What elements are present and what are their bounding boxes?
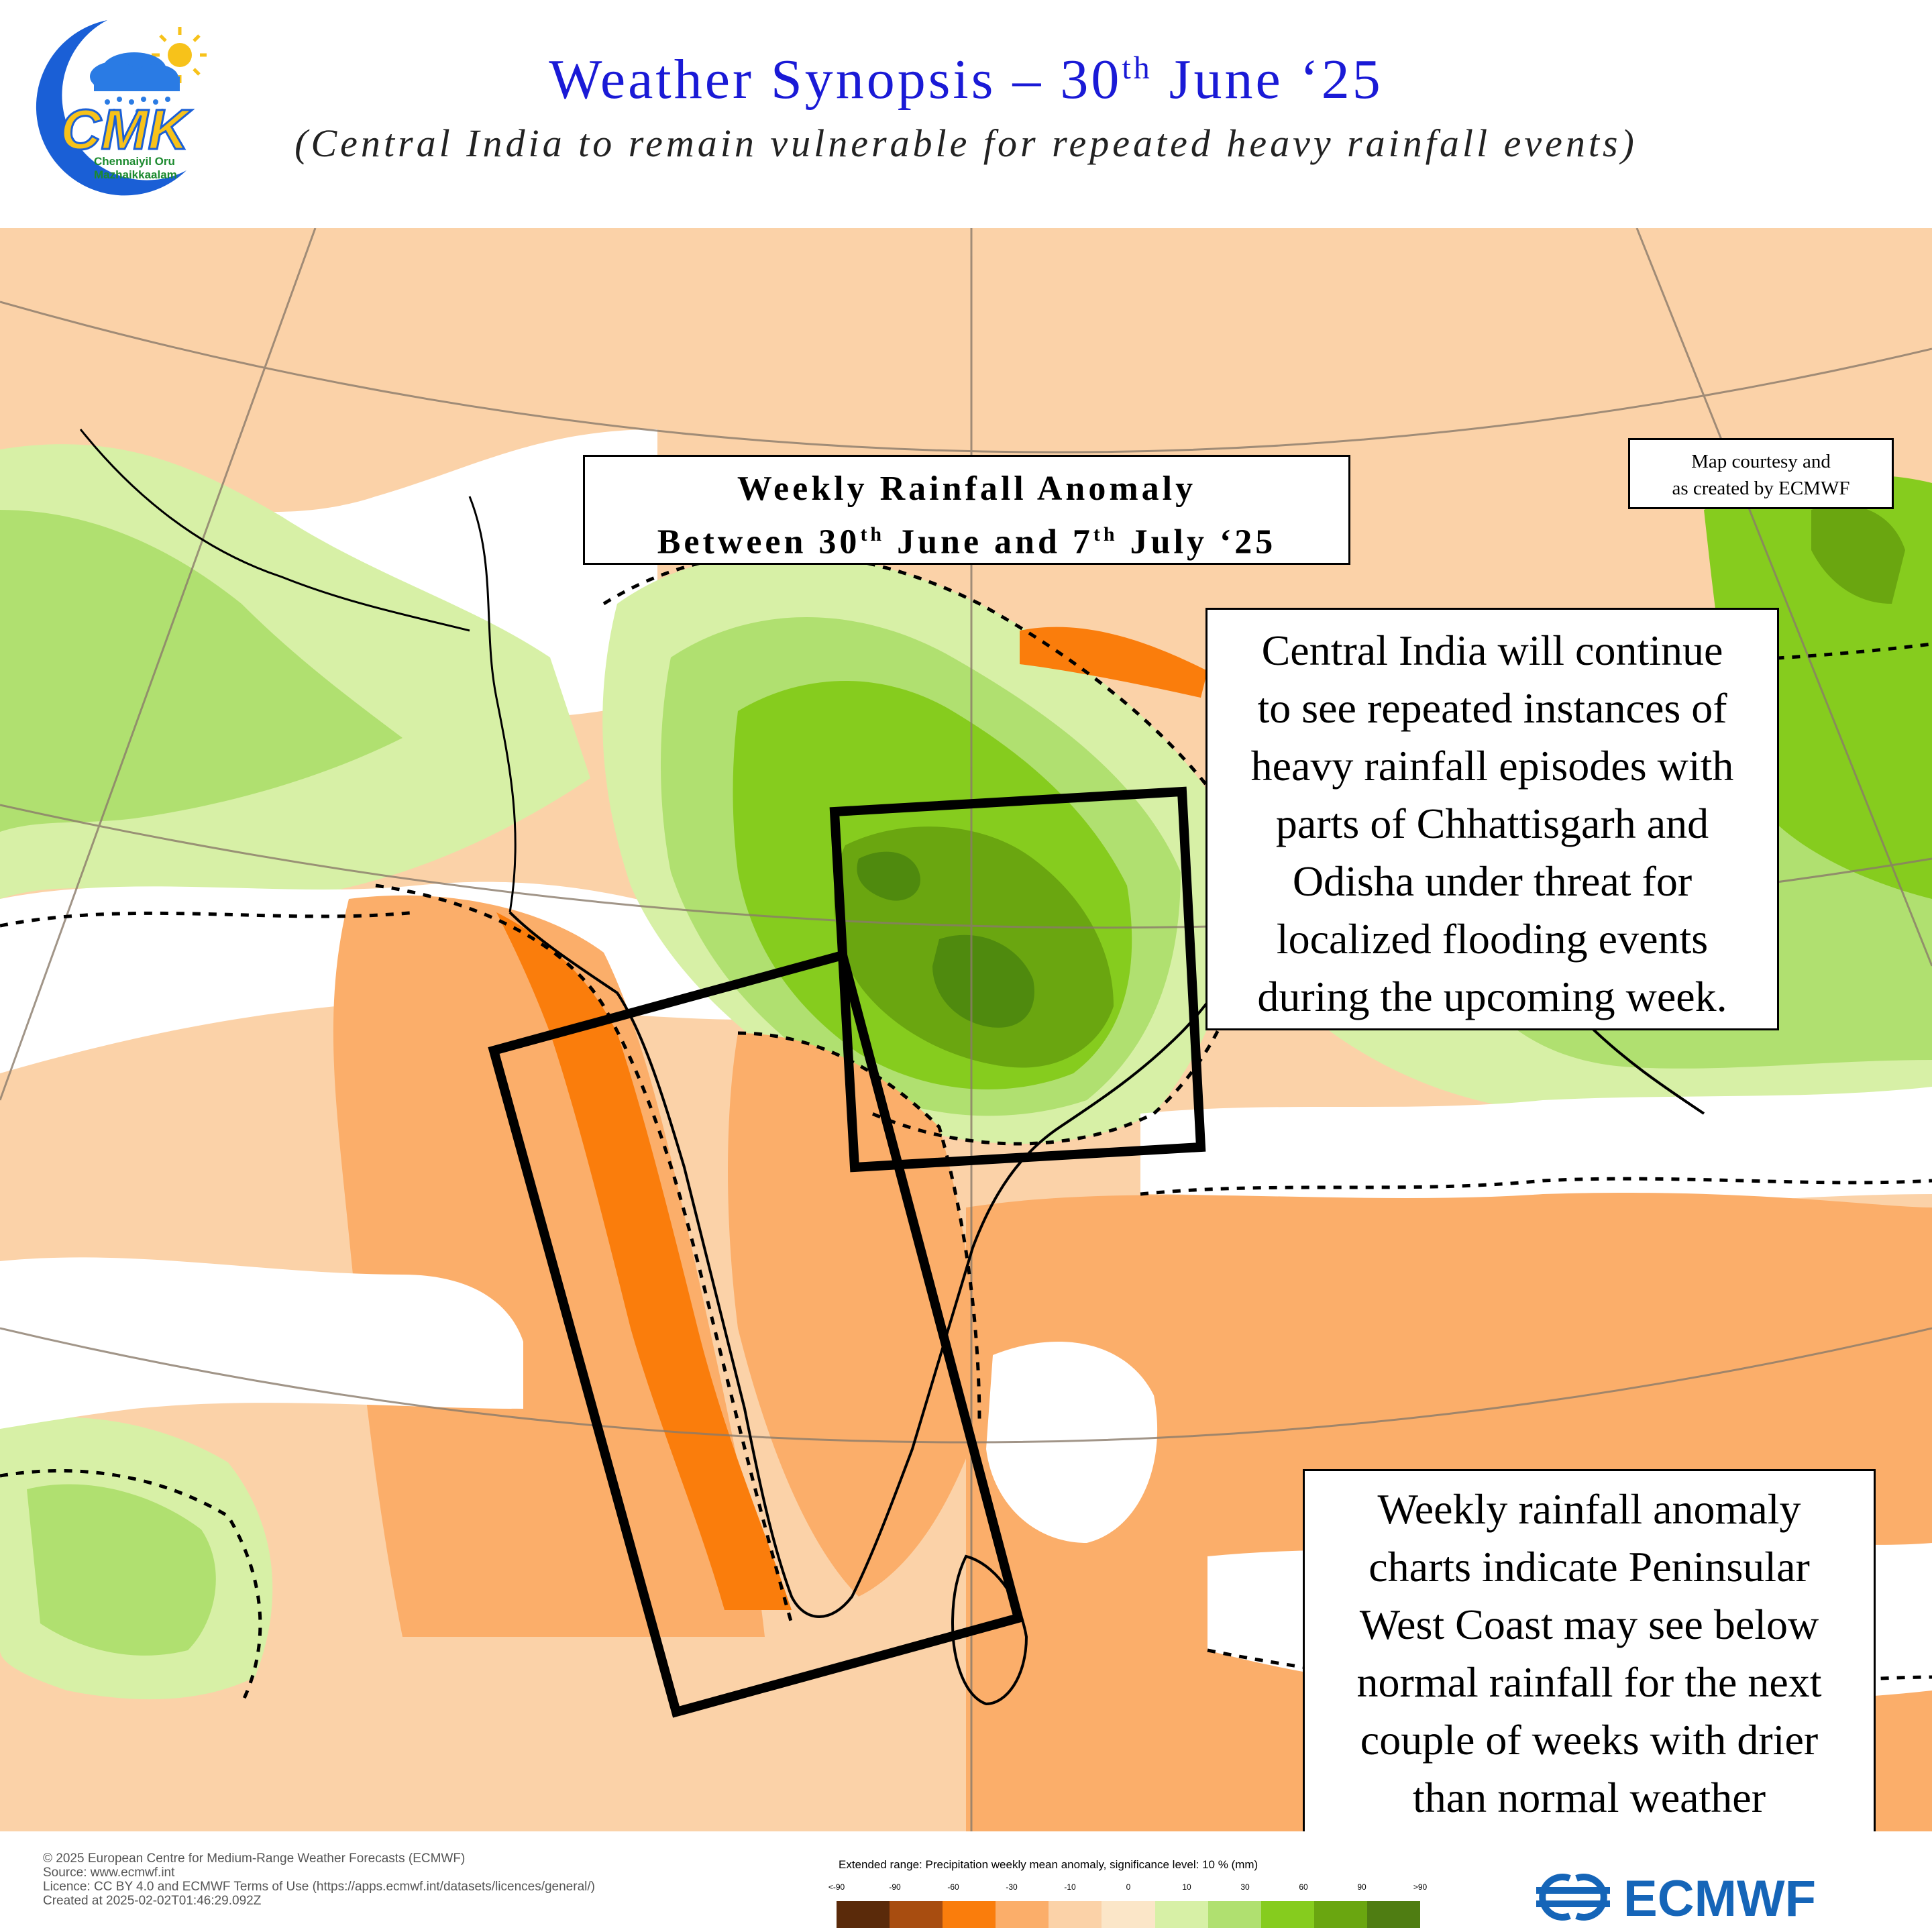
west-note-line: than normal weather [1413,1774,1766,1821]
west-note-line: couple of weeks with drier [1360,1716,1819,1764]
anomaly-line2-c: July ‘25 [1118,523,1277,561]
legend-tick-label: 0 [1126,1882,1131,1892]
legend-tick-label: 30 [1240,1882,1250,1892]
legend-swatch [1313,1901,1367,1928]
logo-line2: Mazhaikkaalam [94,168,177,181]
west-coast-highlight [488,949,1024,1718]
central-india-highlight [829,786,1206,1173]
legend-swatch [943,1901,996,1928]
west-note-line: charts indicate Peninsular [1368,1543,1810,1591]
central-note-line: heavy rainfall episodes with [1250,742,1734,790]
logo-line1: Chennaiyil Oru [94,155,175,168]
anomaly-sup2: th [1093,523,1118,545]
anomaly-title-line2: Between 30th June and 7th July ‘25 [585,512,1348,565]
central-note-line: Odisha under threat for [1292,857,1693,905]
legend-swatch [1208,1901,1261,1928]
cloud-icon [90,52,180,91]
legend-ticks: <-90 -90 -60 -30 -10 0 10 30 60 90 >90 [805,1882,1449,1896]
legend-swatch [1260,1901,1314,1928]
footer: © 2025 European Centre for Medium-Range … [0,1831,1932,1932]
title-text-b: June ‘25 [1152,48,1383,111]
central-note-line: during the upcoming week. [1257,973,1727,1020]
ecmwf-logo: ECMWF [1536,1870,1816,1924]
legend-tick-label: -60 [947,1882,959,1892]
courtesy-box: Map courtesy and as created by ECMWF [1628,438,1894,509]
cmk-logo: CMK Chennaiyil Oru Mazhaikkaalam [36,20,207,196]
west-note-line: Weekly rainfall anomaly [1377,1485,1801,1533]
title-sup: th [1122,50,1152,86]
legend-colorbar [837,1901,1421,1928]
page-title: Weather Synopsis – 30th June ‘25 [0,47,1932,112]
legend-tick-label: 60 [1299,1882,1308,1892]
header: CMK Chennaiyil Oru Mazhaikkaalam Weather… [0,0,1932,228]
legend-tick-label: -30 [1006,1882,1018,1892]
central-note-line: localized flooding events [1276,915,1709,963]
legend-tick-label: >90 [1413,1882,1428,1892]
title-text-a: Weather Synopsis – 30 [549,48,1122,111]
logo-wordmark: CMK [60,98,193,161]
legend-tick-label: -10 [1064,1882,1076,1892]
west-note-line: normal rainfall for the next [1356,1658,1822,1706]
legend-swatch [1155,1901,1208,1928]
footer-licence: Licence: CC BY 4.0 and ECMWF Terms of Us… [43,1880,595,1894]
anomaly-line2-b: June and 7 [885,523,1093,561]
legend-swatch [1366,1901,1421,1928]
west-coast-note: Weekly rainfall anomaly charts indicate … [1303,1469,1876,1892]
anomaly-title-box: Weekly Rainfall Anomaly Between 30th Jun… [583,455,1350,565]
legend-swatch [1102,1901,1155,1928]
footer-created: Created at 2025-02-02T01:46:29.092Z [43,1894,262,1908]
legend-swatch [1049,1901,1102,1928]
legend-swatch [837,1901,890,1928]
anomaly-title-line1: Weekly Rainfall Anomaly [737,470,1197,508]
central-note-line: to see repeated instances of [1257,684,1727,732]
legend-tick-label: -90 [889,1882,901,1892]
central-note-line: Central India will continue [1261,627,1723,674]
anomaly-sup1: th [860,523,885,545]
legend-tick-label: 10 [1182,1882,1191,1892]
sun-icon [152,27,207,83]
footer-source: Source: www.ecmwf.int [43,1866,175,1880]
courtesy-line1: Map courtesy and [1691,451,1831,472]
ecmwf-symbol-icon [1536,1874,1610,1921]
rainfall-anomaly-map: Weekly Rainfall Anomaly Between 30th Jun… [0,228,1932,1892]
central-india-note: Central India will continue to see repea… [1205,608,1779,1030]
legend-title: Extended range: Precipitation weekly mea… [839,1858,1258,1871]
legend-tick-label: <-90 [828,1882,845,1892]
legend-tick-label: 90 [1357,1882,1366,1892]
anomaly-line2-a: Between 30 [657,523,861,561]
legend-swatch [996,1901,1049,1928]
ecmwf-wordmark: ECMWF [1623,1870,1816,1924]
footer-copyright: © 2025 European Centre for Medium-Range … [43,1851,466,1866]
central-note-line: parts of Chhattisgarh and [1275,800,1709,847]
footer-credits: © 2025 European Centre for Medium-Range … [43,1851,595,1908]
page-subtitle: (Central India to remain vulnerable for … [294,121,1638,165]
courtesy-line2: as created by ECMWF [1672,478,1850,499]
west-note-line: West Coast may see below [1359,1601,1819,1648]
legend-swatch [890,1901,943,1928]
border-lines [79,429,517,913]
raindrops-icon [105,97,170,114]
